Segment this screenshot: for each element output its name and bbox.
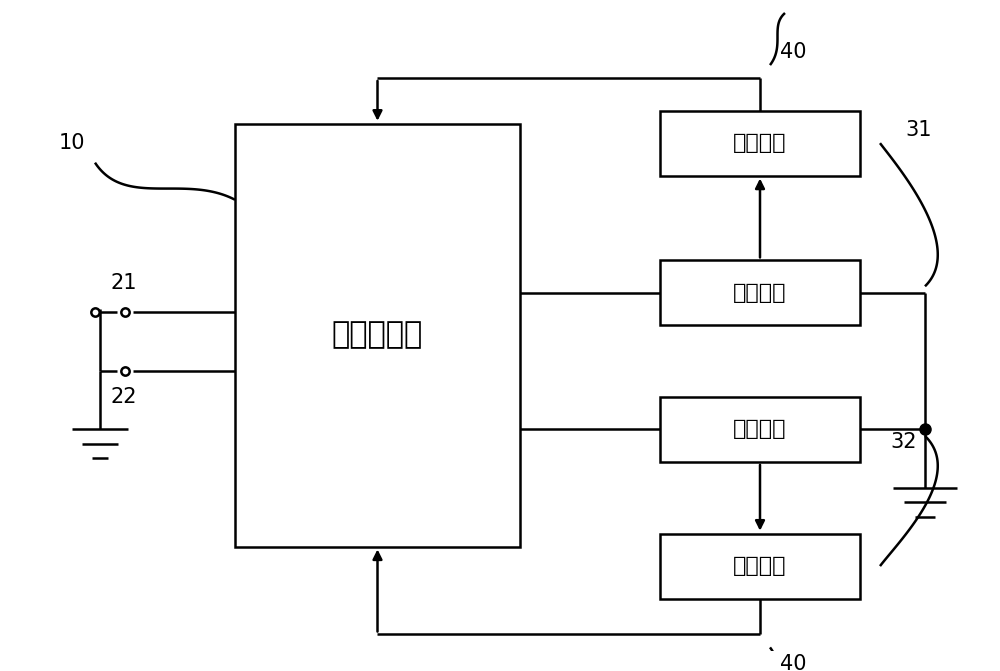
Bar bbox=[660, 397, 860, 462]
Text: 左转向灯: 左转向灯 bbox=[733, 282, 787, 303]
Bar bbox=[660, 533, 860, 599]
Text: 40: 40 bbox=[780, 42, 806, 62]
Text: 车身控制器: 车身控制器 bbox=[332, 321, 423, 350]
Text: 40: 40 bbox=[780, 654, 806, 671]
Text: 10: 10 bbox=[58, 133, 85, 153]
Text: 22: 22 bbox=[110, 387, 136, 407]
Bar bbox=[235, 123, 520, 547]
Text: 检测电路: 检测电路 bbox=[733, 556, 787, 576]
Text: 检测电路: 检测电路 bbox=[733, 133, 787, 153]
Text: 21: 21 bbox=[110, 273, 136, 293]
Text: 右转向灯: 右转向灯 bbox=[733, 419, 787, 440]
Text: 31: 31 bbox=[905, 120, 932, 140]
Bar bbox=[660, 111, 860, 176]
Bar bbox=[660, 260, 860, 325]
Text: 32: 32 bbox=[890, 432, 917, 452]
